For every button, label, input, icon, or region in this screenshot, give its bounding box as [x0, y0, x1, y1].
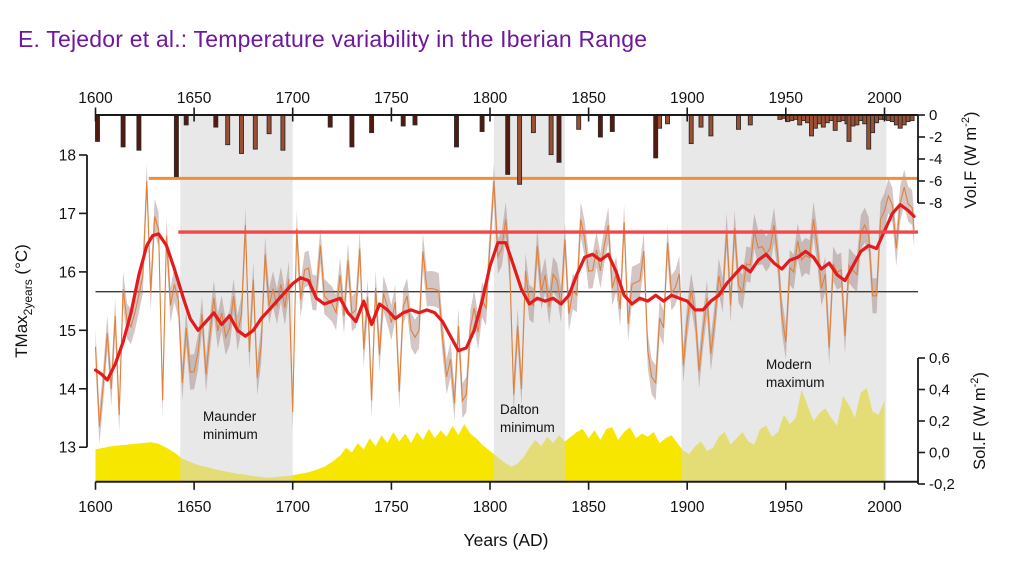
modern-maximum-annotation: Modern maximum: [766, 357, 825, 390]
volcanic-eruption-bar: [183, 114, 189, 126]
tmax-axis-tick-label: 18: [59, 148, 76, 165]
volcanic-eruption-bar: [252, 114, 258, 150]
volcanic-eruption-bar: [349, 114, 355, 148]
shaded-band: [180, 115, 293, 482]
volcanic-eruption-bar: [280, 114, 286, 151]
uncertainty-envelope: [95, 163, 915, 445]
bottom-axis-tick-label: 1850: [571, 499, 606, 516]
volcanic-eruption-bar: [412, 114, 418, 126]
volcanic-axis-tick-label: -6: [929, 173, 942, 190]
volcanic-eruption-bar: [213, 114, 219, 128]
volcanic-axis-tick-label: -8: [929, 195, 942, 212]
smoothed-tmax-line: [93, 203, 916, 382]
volcanic-eruption-bar: [846, 114, 852, 142]
volcanic-eruption-bar: [136, 114, 142, 151]
volcanic-eruption-bar: [897, 114, 903, 129]
volcanic-eruption-bar: [874, 114, 880, 124]
solar-axis-tick-label: 0,4: [929, 382, 950, 399]
volcanic-eruption-bar: [816, 114, 822, 125]
tmax-axis-tick-label: 14: [59, 381, 77, 398]
volcanic-eruption-bar: [866, 114, 872, 150]
volcanic-eruption-bar: [862, 114, 868, 125]
volcanic-eruption-bar: [120, 114, 126, 148]
bottom-axis-tick-label: 2000: [867, 499, 902, 516]
volcanic-axis-tick-label: -2: [929, 129, 942, 146]
bottom-axis-tick-label: 1950: [769, 499, 804, 516]
annual-tmax-line: [94, 181, 915, 427]
volcanic-eruption-bar: [609, 114, 615, 132]
tmax-axis-tick-label: 17: [59, 206, 76, 223]
bottom-axis-tick-label: 1900: [670, 499, 705, 516]
volcanic-eruption-bar: [266, 114, 272, 135]
volcanic-eruption-bar: [548, 114, 554, 156]
volcanic-eruption-bar: [805, 114, 810, 124]
solar-axis-tick-label: 0,6: [929, 350, 950, 367]
top-axis-tick-label: 2000: [867, 90, 902, 107]
volcanic-eruption-bar: [369, 114, 375, 134]
volcanic-eruption-bar: [688, 114, 694, 145]
volcanic-eruption-bar: [854, 114, 860, 126]
maunder-minimum-annotation: Maunder minimum: [203, 409, 258, 442]
bottom-axis-tick-label: 1600: [78, 499, 113, 516]
top-axis-tick-label: 1900: [670, 90, 705, 107]
volcanic-eruption-bar: [809, 114, 814, 137]
volcanic-eruption-bar: [850, 114, 856, 127]
volcanic-eruption-bar: [556, 114, 562, 163]
volcanic-axis-tick-label: -4: [929, 151, 942, 168]
bottom-axis-tick-label: 1800: [473, 499, 508, 516]
solar-axis-tick-label: 0,2: [929, 413, 950, 430]
volcanic-eruption-bar: [797, 114, 803, 126]
top-axis-tick-label: 1650: [177, 90, 212, 107]
x-axis-label: Years (AD): [464, 530, 549, 550]
dalton-minimum-annotation: Dalton minimum: [500, 402, 555, 435]
tmax-axis-label: TMax2years (°C): [12, 244, 35, 358]
volcanic-eruption-bar: [824, 114, 830, 124]
volcanic-eruption-bar: [454, 114, 459, 148]
bottom-axis-tick-label: 1750: [374, 499, 409, 516]
solar-axis-tick-label: -0,2: [929, 476, 955, 493]
volcanic-eruption-bar: [327, 114, 333, 128]
volcanic-eruption-bar: [517, 114, 523, 185]
volcanic-eruption-bar: [597, 114, 603, 138]
volcanic-eruption-bar: [665, 114, 670, 125]
volcanic-eruption-bar: [657, 114, 663, 129]
figure-title: E. Tejedor et al.: Temperature variabili…: [18, 26, 648, 52]
volcanic-eruption-bar: [479, 114, 485, 132]
solar-axis-tick-label: 0,0: [929, 445, 950, 462]
tmax-axis-tick-label: 13: [59, 440, 76, 457]
volcanic-eruption-bar: [820, 114, 826, 128]
bottom-axis-tick-label: 1700: [275, 499, 310, 516]
volcanic-eruption-bar: [698, 114, 704, 128]
volcanic-eruption-bar: [832, 114, 838, 131]
top-axis-tick-label: 1800: [473, 90, 508, 107]
tmax-axis-tick-label: 16: [59, 264, 76, 281]
volcanic-eruption-bar: [530, 114, 536, 134]
volcanic-axis-label: Vol.F (W m-2): [960, 112, 980, 209]
volcanic-eruption-bar: [736, 114, 741, 130]
volcanic-eruption-bar: [708, 114, 714, 137]
volcanic-eruption-bar: [576, 114, 582, 130]
top-axis-tick-label: 1750: [374, 90, 409, 107]
top-axis-tick-label: 1950: [769, 90, 804, 107]
tmax-axis-tick-label: 15: [59, 323, 76, 340]
volcanic-eruption-bar: [747, 114, 753, 126]
volcanic-eruption-bar: [400, 114, 406, 127]
volcanic-eruption-bar: [505, 114, 511, 175]
volcanic-eruption-bar: [173, 114, 179, 178]
top-axis-tick-label: 1700: [275, 90, 310, 107]
volcanic-eruption-bar: [901, 114, 907, 126]
top-axis-tick-label: 1850: [571, 90, 606, 107]
volcanic-eruption-bar: [653, 114, 659, 159]
volcanic-eruption-bar: [225, 114, 231, 146]
volcanic-eruption-bar: [812, 114, 818, 129]
volcanic-eruption-bar: [870, 114, 876, 134]
volcanic-eruption-bar: [893, 114, 899, 126]
volcanic-eruption-bar: [239, 114, 244, 154]
top-axis-tick-label: 1600: [78, 90, 113, 107]
bottom-axis-tick-label: 1650: [177, 499, 212, 516]
volcanic-axis-tick-label: 0: [929, 107, 937, 124]
solar-axis-label: Sol.F (W m-2): [969, 372, 989, 470]
